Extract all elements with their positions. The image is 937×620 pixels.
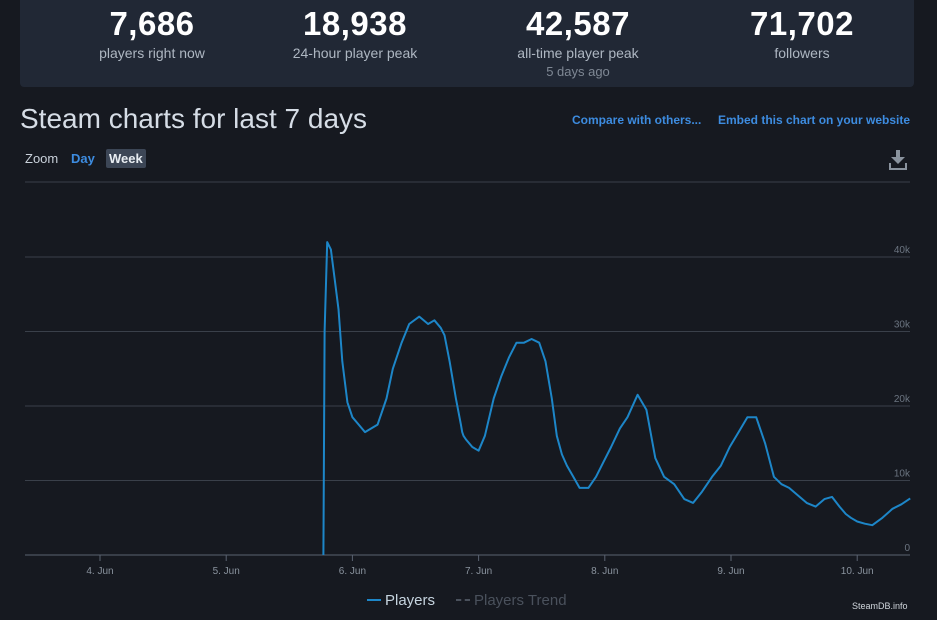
chart-y-axis: 0 10k 20k 30k 40k xyxy=(894,245,911,554)
stat-value: 42,587 xyxy=(526,5,630,42)
stat-label: all-time player peak xyxy=(517,45,639,61)
zoom-day-button[interactable]: Day xyxy=(71,151,95,166)
zoom-week-button[interactable]: Week xyxy=(106,149,146,168)
y-tick-label: 10k xyxy=(894,469,911,480)
legend-trend-label: Players Trend xyxy=(474,592,567,609)
legend-players-swatch xyxy=(367,599,381,602)
x-tick-label: 6. Jun xyxy=(339,566,366,577)
stat-value: 18,938 xyxy=(303,5,407,42)
x-tick-label: 7. Jun xyxy=(465,566,492,577)
stat-label: players right now xyxy=(99,45,205,61)
legend-players-trend[interactable]: Players Trend xyxy=(456,592,567,609)
steamdb-credit: SteamDB.info xyxy=(852,601,908,611)
stat-value: 7,686 xyxy=(109,5,195,42)
players-series-line xyxy=(322,241,911,556)
y-tick-label: 40k xyxy=(894,245,911,256)
y-tick-label: 0 xyxy=(904,543,910,554)
x-tick-label: 4. Jun xyxy=(86,566,113,577)
embed-link[interactable]: Embed this chart on your website xyxy=(718,113,911,127)
zoom-label: Zoom xyxy=(25,151,59,166)
x-tick-label: 5. Jun xyxy=(213,566,240,577)
chart-title: Steam charts for last 7 days xyxy=(20,103,368,134)
player-chart: 0 10k 20k 30k 40k 4. Jun 5. Jun 6. Jun 7. Jun 8.… xyxy=(25,181,911,577)
legend-trend-swatch xyxy=(456,599,470,602)
stat-all-time-peak: 42,587 all-time player peak 5 days ago xyxy=(468,4,688,82)
stat-sub: 5 days ago xyxy=(546,64,610,79)
stats-panel: 7,686 players right now 18,938 24-hour p… xyxy=(20,0,914,87)
y-tick-label: 20k xyxy=(894,394,911,405)
stat-label: 24-hour player peak xyxy=(292,45,418,61)
compare-link[interactable]: Compare with others... xyxy=(572,113,702,127)
x-tick-label: 10. Jun xyxy=(841,566,874,577)
stat-value: 71,702 xyxy=(750,5,854,42)
chart-gridlines xyxy=(25,256,910,556)
chart-x-axis: 4. Jun 5. Jun 6. Jun 7. Jun 8. Jun 9. Jun 10. … xyxy=(86,555,874,577)
x-tick-label: 9. Jun xyxy=(717,566,744,577)
download-icon[interactable] xyxy=(888,149,908,171)
stat-label: followers xyxy=(774,45,830,61)
stat-24h-peak: 18,938 24-hour player peak xyxy=(245,4,465,62)
legend-players[interactable]: Players xyxy=(367,592,435,609)
y-tick-label: 30k xyxy=(894,320,911,331)
stat-players-now: 7,686 players right now xyxy=(42,4,262,62)
x-tick-label: 8. Jun xyxy=(591,566,618,577)
legend-players-label: Players xyxy=(385,592,436,609)
stat-followers: 71,702 followers xyxy=(692,4,912,62)
